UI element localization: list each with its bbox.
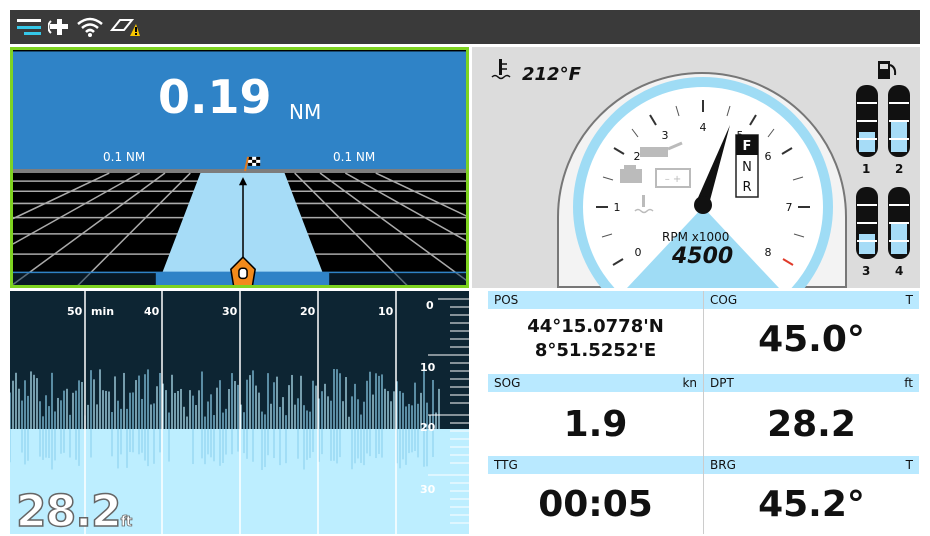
gauge-tick-8: 8 — [765, 246, 772, 259]
warning-icon[interactable] — [110, 16, 140, 38]
time-unit-label: min — [91, 305, 115, 318]
current-depth-value: 28.2 — [15, 485, 122, 534]
rpm-label: RPM x1000 — [662, 230, 730, 244]
tank-1-label: 1 — [862, 162, 871, 176]
gear-n: N — [742, 160, 752, 175]
oil-pressure-icon — [640, 141, 683, 157]
tank-2-label: 2 — [895, 162, 904, 176]
boat-icon — [230, 256, 256, 285]
column-divider — [703, 291, 704, 534]
databox-unit: kn — [682, 376, 697, 390]
water-temperature: 212°F — [522, 64, 581, 85]
wifi-icon — [77, 17, 103, 37]
current-depth: 28.2ft — [15, 485, 133, 534]
depth-tick-30: 30 — [420, 483, 436, 496]
sonar-history — [10, 291, 469, 534]
rpm-needle — [697, 125, 730, 204]
satellite-icon — [48, 19, 68, 35]
distance-to-waypoint: 0.19 — [158, 70, 272, 124]
databox-label: SOG — [494, 376, 521, 390]
databox-label: COG — [710, 293, 738, 307]
databox-unit: T — [905, 458, 913, 472]
databox-label: BRG — [710, 458, 736, 472]
time-tick-50: 50 — [67, 305, 83, 318]
coolant-icon — [634, 195, 654, 214]
databox-header — [704, 374, 919, 392]
databox-header — [488, 374, 703, 392]
databox-header — [488, 456, 703, 474]
engine-graphics: 0 1 2 3 4 5 6 7 8 – + F — [491, 59, 910, 288]
databox-value: 45.2° — [758, 484, 865, 525]
databox-value: 28.2 — [767, 404, 856, 445]
latitude: 44°15.0778'N — [527, 316, 664, 337]
water-temperature-icon — [491, 59, 511, 80]
databox-value: 44°15.0778'N 8°51.5252'E — [488, 315, 703, 363]
databox-value: 1.9 — [563, 404, 628, 445]
databox-label: DPT — [710, 376, 734, 390]
databox-header — [704, 291, 919, 309]
current-depth-unit: ft — [120, 514, 133, 531]
status-bar — [10, 10, 920, 44]
gauge-tick-7: 7 — [786, 201, 793, 214]
depth-tick-10: 10 — [420, 361, 436, 374]
data-boxes: POS 44°15.0778'N 8°51.5252'E COG T 45.0°… — [488, 291, 920, 534]
databox-unit: T — [905, 293, 913, 307]
tank-4-gauge — [888, 187, 910, 259]
gear-r: R — [742, 180, 751, 195]
time-tick-30: 30 — [222, 305, 238, 318]
fishfinder-panel[interactable]: 50 min 40 30 20 10 0 10 20 30 28.2ft — [10, 291, 469, 534]
longitude: 8°51.5252'E — [534, 340, 657, 361]
depth-tick-0: 0 — [426, 299, 434, 312]
waypoint-flag-icon — [244, 156, 261, 172]
tank-3-label: 3 — [862, 264, 871, 278]
gear-f: F — [743, 139, 752, 154]
fuel-pump-icon — [878, 61, 897, 79]
time-tick-40: 40 — [144, 305, 160, 318]
gauge-tick-2: 2 — [634, 150, 641, 163]
tank-2-gauge — [888, 85, 910, 157]
time-tick-10: 10 — [378, 305, 394, 318]
gauge-tick-0: 0 — [635, 246, 642, 259]
databox-label: TTG — [494, 458, 518, 472]
tank-4-label: 4 — [895, 264, 904, 278]
gauge-tick-1: 1 — [614, 201, 621, 214]
highway-graphic — [13, 51, 466, 285]
depth-tick-20: 20 — [420, 421, 436, 434]
databox-value: 45.0° — [758, 319, 865, 360]
databox-header — [704, 456, 919, 474]
rpm-value: 4500 — [672, 244, 734, 269]
databox-pos[interactable]: POS 44°15.0778'N 8°51.5252'E — [488, 291, 703, 371]
highway-panel[interactable]: 0.19 NM 0.1 NM 0.1 NM — [10, 47, 469, 288]
svg-text:– +: – + — [665, 174, 682, 185]
databox-unit: ft — [904, 376, 913, 390]
time-tick-20: 20 — [300, 305, 316, 318]
gauge-tick-4: 4 — [700, 121, 707, 134]
databox-dpt[interactable]: DPT ft 28.2 — [704, 374, 919, 454]
check-engine-icon — [620, 165, 642, 183]
menu-icon[interactable] — [16, 16, 42, 38]
gauge-tick-3: 3 — [662, 129, 669, 142]
left-scale-label: 0.1 NM — [103, 150, 146, 164]
databox-cog[interactable]: COG T 45.0° — [704, 291, 919, 371]
engine-panel[interactable]: 0 1 2 3 4 5 6 7 8 – + F — [472, 47, 920, 288]
distance-unit: NM — [289, 100, 322, 124]
tank-1-gauge — [856, 85, 878, 157]
databox-brg[interactable]: BRG T 45.2° — [704, 456, 919, 536]
databox-value: 00:05 — [538, 484, 653, 525]
battery-icon: – + — [655, 168, 691, 188]
right-scale-label: 0.1 NM — [333, 150, 376, 164]
databox-sog[interactable]: SOG kn 1.9 — [488, 374, 703, 454]
gauge-tick-6: 6 — [765, 150, 772, 163]
databox-header — [488, 291, 703, 309]
databox-ttg[interactable]: TTG 00:05 — [488, 456, 703, 536]
databox-label: POS — [494, 293, 519, 307]
tank-3-gauge — [856, 187, 878, 259]
